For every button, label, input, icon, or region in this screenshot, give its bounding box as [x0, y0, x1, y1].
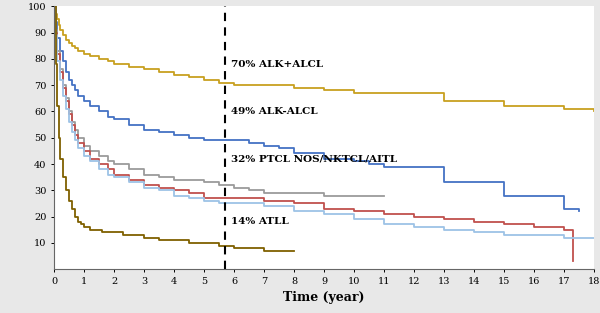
Text: 14% ATLL: 14% ATLL: [231, 217, 289, 226]
Text: 32% PTCL NOS/NKTCL/AITL: 32% PTCL NOS/NKTCL/AITL: [231, 154, 397, 163]
Text: 70% ALK+ALCL: 70% ALK+ALCL: [231, 59, 323, 69]
X-axis label: Time (year): Time (year): [283, 291, 365, 304]
Text: 49% ALK-ALCL: 49% ALK-ALCL: [231, 107, 317, 116]
